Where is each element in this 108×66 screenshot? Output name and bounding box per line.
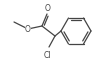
Text: O: O: [25, 24, 31, 34]
Text: O: O: [25, 24, 31, 34]
Text: O: O: [45, 4, 51, 13]
Text: Cl: Cl: [43, 51, 51, 60]
